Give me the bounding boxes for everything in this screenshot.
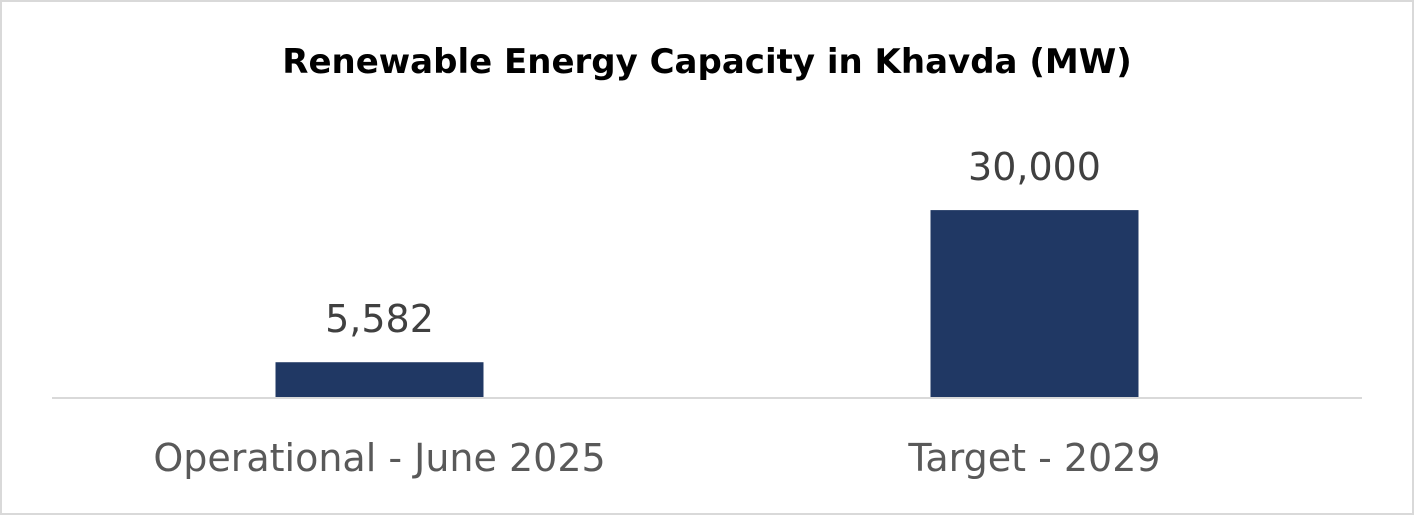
bars-group	[275, 210, 1139, 397]
data-labels-group: 5,582 30,000	[325, 145, 1101, 341]
x-tick-labels-group: Operational - June 2025 Target - 2029	[153, 436, 1160, 480]
data-label-1: 5,582	[325, 297, 434, 341]
bar-1	[275, 362, 484, 397]
data-label-2: 30,000	[968, 145, 1101, 189]
x-tick-label-2: Target - 2029	[907, 436, 1160, 480]
bar-2	[930, 210, 1139, 397]
x-tick-label-1: Operational - June 2025	[153, 436, 605, 480]
chart-title: Renewable Energy Capacity in Khavda (MW)	[282, 42, 1132, 82]
